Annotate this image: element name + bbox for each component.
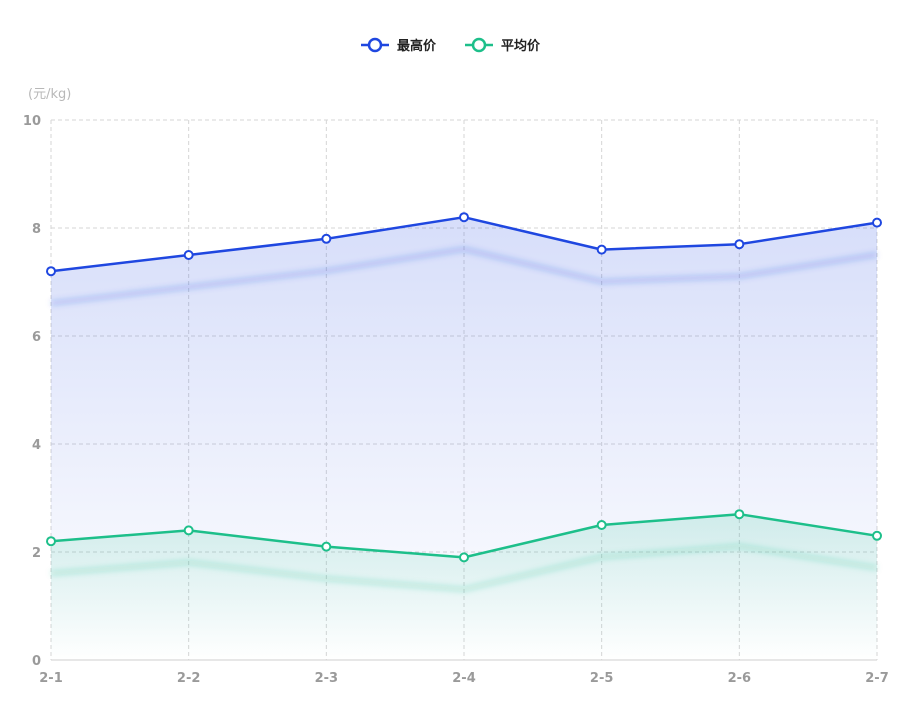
series-areas — [51, 217, 877, 660]
data-point[interactable] — [596, 520, 607, 530]
y-tick-label: 8 — [32, 222, 41, 237]
x-tick-label: 2-6 — [728, 671, 752, 686]
x-tick-label: 2-1 — [39, 671, 63, 686]
data-point[interactable] — [46, 266, 56, 277]
data-point[interactable] — [183, 525, 194, 536]
x-tick-label: 2-2 — [177, 671, 201, 686]
data-point[interactable] — [596, 244, 607, 255]
data-point[interactable] — [183, 250, 194, 260]
data-point[interactable] — [46, 536, 56, 547]
legend-label: 最高价 — [397, 38, 437, 54]
x-tick-label: 2-7 — [865, 671, 889, 686]
y-tick-label: 6 — [32, 330, 41, 345]
x-tick-label: 2-5 — [590, 671, 614, 686]
x-tick-label: 2-3 — [315, 671, 339, 686]
legend-item[interactable]: 最高价 — [361, 37, 437, 54]
data-point[interactable] — [734, 239, 745, 250]
series-shadow — [50, 246, 878, 306]
legend-marker-icon — [367, 37, 383, 53]
data-point[interactable] — [321, 541, 332, 552]
data-point[interactable] — [734, 509, 745, 520]
data-point[interactable] — [459, 212, 469, 223]
data-point[interactable] — [459, 552, 469, 563]
legend-label: 平均价 — [501, 38, 541, 54]
legend: 最高价 平均价 — [361, 37, 541, 54]
series-shadow — [50, 543, 878, 592]
y-tick-label: 10 — [23, 114, 41, 129]
y-axis-ticks: 0 2 4 6 8 10 — [23, 114, 41, 669]
y-tick-label: 0 — [32, 654, 41, 669]
x-axis-ticks: 2-1 2-2 2-3 2-4 2-5 2-6 2-7 — [39, 671, 889, 686]
data-point[interactable] — [872, 530, 882, 541]
y-tick-label: 2 — [32, 546, 41, 561]
data-point[interactable] — [321, 233, 332, 244]
legend-item[interactable]: 平均价 — [465, 37, 541, 54]
data-point[interactable] — [872, 217, 882, 228]
y-tick-label: 4 — [32, 438, 41, 453]
y-axis-unit-label: (元/kg) — [28, 87, 71, 102]
series-shadows — [50, 246, 878, 592]
legend-marker-icon — [471, 37, 487, 53]
series-points — [46, 212, 882, 563]
x-tick-label: 2-4 — [452, 671, 476, 686]
